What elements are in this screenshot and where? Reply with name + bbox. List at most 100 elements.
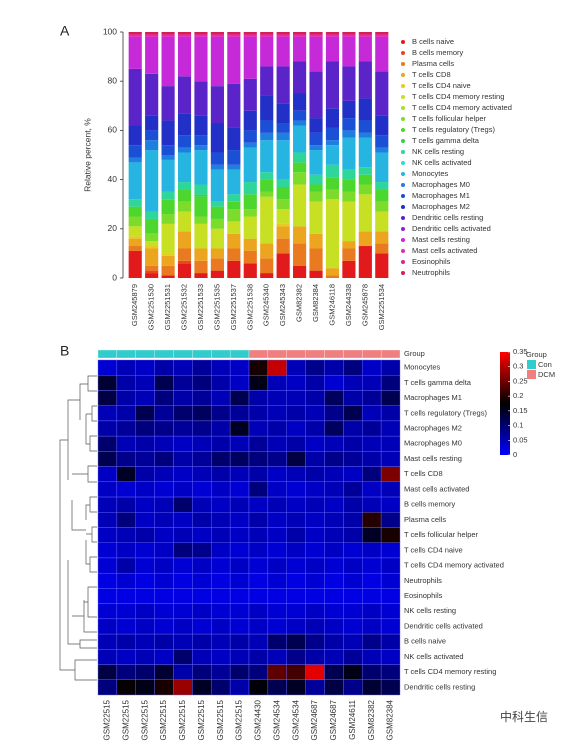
- heatmap-cell: [97, 633, 118, 650]
- heatmap-cell: [192, 375, 212, 391]
- heatmap-cell: [324, 451, 344, 467]
- heatmap-cell: [362, 405, 382, 422]
- heatmap-cell: [173, 542, 193, 559]
- heatmap-cell: [192, 557, 212, 574]
- heatmap-cell: [343, 557, 363, 574]
- heatmap-cell: [324, 664, 344, 680]
- heatmap-cell: [211, 603, 231, 620]
- heatmap-cell: [97, 572, 118, 589]
- bar-segment: [358, 32, 372, 35]
- legend-label: T cells follicular helper: [412, 114, 487, 123]
- heatmap-cell: [286, 557, 306, 574]
- heatmap-cell: [267, 527, 287, 543]
- bar-segment: [194, 81, 208, 116]
- heatmap-cell: [380, 390, 401, 406]
- heatmap-cell: [343, 481, 363, 498]
- bar-segment: [375, 32, 389, 35]
- heatmap-cell: [380, 435, 401, 452]
- row-label: T cells follicular helper: [404, 530, 479, 539]
- heatmap-cell: [305, 633, 325, 650]
- bar-segment: [309, 184, 323, 192]
- heatmap-cell: [286, 451, 306, 467]
- heatmap-cell: [135, 542, 155, 559]
- bar-segment: [227, 83, 241, 128]
- heatmap-cell: [116, 359, 136, 376]
- heatmap-cell: [362, 466, 382, 483]
- bar-segment: [260, 258, 274, 274]
- heatmap-cell: [173, 390, 193, 406]
- bar-segment: [276, 238, 290, 254]
- heatmap-cell: [267, 435, 287, 452]
- bar-segment: [293, 172, 307, 185]
- heatmap-cell: [192, 451, 212, 467]
- group-cell: [305, 349, 325, 359]
- heatmap-cell: [97, 618, 118, 635]
- heatmap-cell: [248, 588, 269, 604]
- heatmap-cell: [286, 512, 306, 528]
- legend-label: T cells CD4 memory resting: [412, 92, 504, 101]
- bar-segment: [210, 228, 224, 249]
- legend-label: NK cells resting: [412, 147, 464, 156]
- bar-segment: [293, 152, 307, 163]
- heatmap-cell: [286, 649, 306, 665]
- heatmap-cell: [248, 618, 269, 635]
- colorbar-tick-label: 0.35: [513, 347, 528, 356]
- heatmap-cell: [154, 435, 174, 452]
- heatmap-cell: [324, 481, 344, 498]
- heatmap-cell: [286, 588, 306, 604]
- bar-segment: [260, 243, 274, 259]
- bar-segment: [194, 32, 208, 35]
- bar-segment: [342, 66, 356, 101]
- heatmap-cell: [305, 542, 325, 559]
- bar-segment: [145, 32, 159, 35]
- heatmap-cell: [324, 496, 344, 513]
- heatmap-cell: [211, 527, 231, 543]
- group-cell: [192, 349, 212, 359]
- bar-segment: [325, 140, 340, 146]
- row-label: T cells CD8: [404, 469, 443, 478]
- heatmap-cell: [248, 405, 269, 422]
- heatmap-cell: [116, 618, 136, 635]
- heatmap-cell: [267, 375, 287, 391]
- bar-segment: [161, 214, 175, 224]
- bar-segment: [325, 32, 340, 35]
- heatmap-cell: [305, 618, 325, 635]
- legend-label: B cells naive: [412, 37, 454, 46]
- heatmap-cell: [362, 496, 382, 513]
- row-label: Monocytes: [404, 363, 441, 372]
- bar-segment: [293, 32, 307, 35]
- row-label: Mast cells activated: [404, 484, 469, 493]
- heatmap-cell: [211, 466, 231, 483]
- heatmap-cell: [211, 496, 231, 513]
- legend-label: NK cells activated: [412, 158, 472, 167]
- heatmap-cell: [362, 557, 382, 574]
- bar-segment: [227, 233, 241, 249]
- heatmap-cell: [154, 375, 174, 391]
- heatmap-cell: [248, 481, 269, 498]
- heatmap-cell: [324, 375, 344, 391]
- bar-segment: [325, 34, 340, 37]
- heatmap-cell: [343, 633, 363, 650]
- column-label: GSM24687: [310, 699, 319, 740]
- bar-segment: [293, 265, 307, 278]
- heatmap-cell: [211, 557, 231, 574]
- bar-segment: [260, 34, 274, 37]
- heatmap-cell: [192, 664, 212, 680]
- bar-segment: [375, 231, 389, 244]
- heatmap-cell: [362, 664, 382, 680]
- bar-segment: [194, 216, 208, 224]
- heatmap-cell: [192, 527, 212, 543]
- bar-segment: [128, 246, 142, 251]
- bar-segment: [342, 179, 356, 192]
- heatmap-cell: [154, 542, 174, 559]
- heatmap-cell: [380, 664, 401, 680]
- heatmap-cell: [229, 572, 250, 589]
- heatmap-cell: [154, 451, 174, 467]
- heatmap-cell: [248, 390, 269, 406]
- heatmap-cell: [286, 420, 306, 437]
- bar-segment: [145, 241, 159, 247]
- group-cell: [97, 349, 118, 359]
- bar-segment: [145, 265, 159, 271]
- bar-segment: [342, 34, 356, 37]
- bar-segment: [161, 255, 175, 266]
